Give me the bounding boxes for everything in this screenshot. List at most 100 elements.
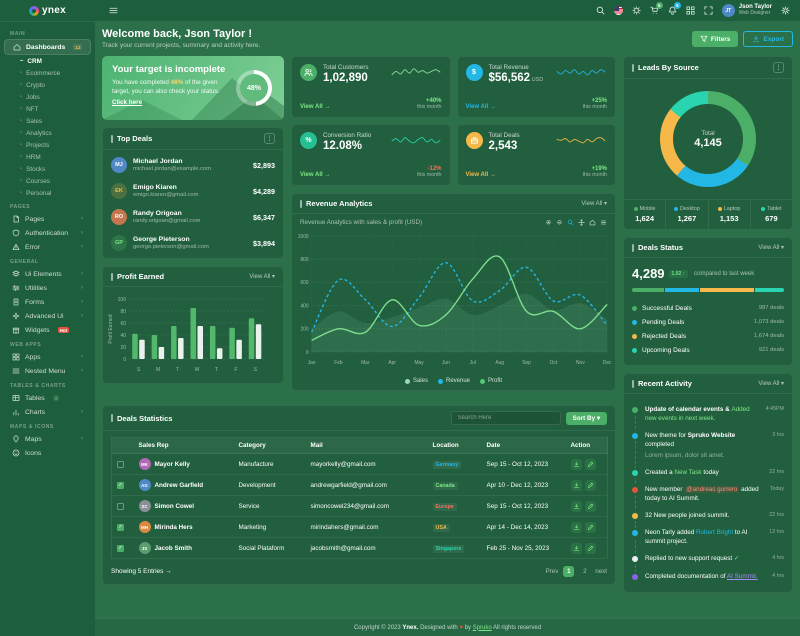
legend-item-sales[interactable]: Sales [404, 378, 428, 384]
top-deal-row[interactable]: GP George Pieterson george.pieterson@gmail… [103, 230, 283, 256]
chart-menu-icon[interactable] [600, 219, 607, 226]
sidebar-subitem-personal[interactable]: ◦ Personal [0, 187, 95, 199]
table-column-header[interactable]: Mail [305, 437, 428, 455]
hamburger-menu-icon[interactable] [109, 6, 118, 15]
sidebar-subitem-courses[interactable]: ◦ Courses [0, 175, 95, 187]
revenue-analytics-view-all[interactable]: View All ▾ [581, 201, 607, 207]
filters-button[interactable]: Filters [691, 31, 739, 47]
download-action-button[interactable] [570, 479, 582, 491]
sidebar-subitem-hrm[interactable]: ◦ HRM [0, 151, 95, 163]
sidebar-subitem-nft[interactable]: ◦ NFT [0, 103, 95, 115]
edit-action-button[interactable] [584, 458, 596, 470]
download-action-button[interactable] [570, 458, 582, 470]
sidebar-item-error[interactable]: Error › [4, 240, 91, 254]
sidebar-item-advanced-ui[interactable]: Advanced Ui › [4, 309, 91, 323]
stat-view-all-link[interactable]: View All → [465, 104, 496, 110]
sidebar-subitem-crypto[interactable]: ◦ Crypto [0, 79, 95, 91]
legend-item-revenue[interactable]: Revenue [437, 378, 470, 384]
sidebar-item-tables[interactable]: Tables 3 [4, 391, 91, 405]
apps-grid-icon[interactable] [686, 6, 695, 15]
sidebar-subitem-stocks[interactable]: ◦ Stocks [0, 163, 95, 175]
top-deal-row[interactable]: EK Emigo Kiaren emigo.kiaren@gmail.com $4,2… [103, 178, 283, 204]
edit-action-button[interactable] [584, 542, 596, 554]
edit-action-button[interactable] [584, 500, 596, 512]
table-column-header[interactable]: Date [481, 437, 566, 455]
table-column-header[interactable]: Sales Rep [133, 437, 234, 455]
activity-item[interactable]: 32 New people joined summit. 22 hrs [632, 507, 784, 524]
fullscreen-icon[interactable] [704, 6, 713, 15]
sidebar-item-apps[interactable]: Apps › [4, 350, 91, 364]
sidebar-item-dashboards[interactable]: Dashboards 12 [4, 39, 91, 55]
home-reset-icon[interactable] [589, 219, 596, 226]
sidebar-item-ui-elements[interactable]: Ui Elements › [4, 267, 91, 281]
sidebar-subitem-crm[interactable]: – CRM [0, 55, 95, 67]
search-icon[interactable] [596, 6, 605, 15]
row-checkbox[interactable]: ✓ [117, 481, 124, 489]
download-action-button[interactable] [570, 521, 582, 533]
row-checkbox[interactable]: ✓ [117, 523, 124, 531]
sidebar-item-charts[interactable]: Charts › [4, 405, 91, 419]
top-deals-more-icon[interactable]: ⋮ [264, 133, 275, 144]
sidebar-item-icons[interactable]: Icons [4, 446, 91, 460]
download-action-button[interactable] [570, 542, 582, 554]
pagination-page-2[interactable]: 2 [583, 568, 587, 576]
sidebar-item-authentication[interactable]: Authentication › [4, 226, 91, 240]
row-checkbox[interactable] [117, 460, 124, 468]
activity-item[interactable]: Created a New Task today 22 hrs [632, 464, 784, 481]
sidebar-subitem-ecommerce[interactable]: ◦ Ecommerce [0, 67, 95, 79]
leads-more-icon[interactable]: ⋮ [773, 62, 784, 73]
download-action-button[interactable] [570, 500, 582, 512]
cart-icon[interactable]: 5 [650, 2, 663, 15]
stat-view-all-link[interactable]: View All → [300, 172, 331, 178]
pagination-prev[interactable]: Prev [545, 568, 559, 576]
sidebar-subitem-projects[interactable]: ◦ Projects [0, 139, 95, 151]
table-column-header[interactable]: Action [565, 437, 608, 455]
stat-view-all-link[interactable]: View All → [465, 172, 496, 178]
notifications-bell-icon[interactable]: 5 [668, 2, 681, 15]
recent-activity-view-all[interactable]: View All ▾ [758, 381, 784, 387]
sidebar-item-label: Forms [25, 298, 45, 306]
zoom-in-icon[interactable] [545, 219, 552, 226]
selection-zoom-icon[interactable] [567, 219, 574, 226]
table-search-input[interactable] [450, 411, 561, 426]
sidebar-subitem-sales[interactable]: ◦ Sales [0, 115, 95, 127]
target-click-here-link[interactable]: Click here [112, 99, 143, 107]
activity-item[interactable]: Neon Tarly added Robert Bright to AI sum… [632, 524, 784, 550]
top-deal-row[interactable]: MJ Michael Jordan michael.jordan@example.c… [103, 152, 283, 178]
user-profile[interactable]: JT Json Taylor Web Designer [721, 4, 772, 17]
sidebar-item-pages[interactable]: Pages › [4, 212, 91, 226]
top-deal-row[interactable]: RO Randy Origoan randy.origoan@gmail.com $6… [103, 204, 283, 230]
legend-item-profit[interactable]: Profit [480, 378, 502, 384]
sidebar-subitem-analytics[interactable]: ◦ Analytics [0, 127, 95, 139]
activity-item[interactable]: Update of calendar events & Added new ev… [632, 401, 784, 427]
sidebar-item-widgets[interactable]: Widgets Hot [4, 323, 91, 337]
activity-item[interactable]: New theme for Spruko Website completed Lo… [632, 427, 784, 463]
activity-item[interactable]: Replied to new support request ✓ 4 hrs [632, 550, 784, 567]
sidebar-item-nested-menu[interactable]: Nested Menu › [4, 364, 91, 378]
deals-status-view-all[interactable]: View All ▾ [758, 245, 784, 251]
row-checkbox[interactable]: ✓ [117, 544, 124, 552]
pagination-page-1[interactable]: 1 [563, 566, 575, 578]
language-flag-icon[interactable] [613, 6, 623, 15]
zoom-out-icon[interactable] [556, 219, 563, 226]
theme-toggle-sun-icon[interactable] [632, 6, 641, 15]
table-column-header[interactable]: Category [233, 437, 306, 455]
sidebar-item-maps[interactable]: Maps › [4, 432, 91, 446]
activity-item[interactable]: Completed documentation of AI Summit. 4 h… [632, 568, 784, 585]
settings-gear-icon[interactable] [781, 6, 790, 15]
sidebar-subitem-jobs[interactable]: ◦ Jobs [0, 91, 95, 103]
app-logo[interactable]: ynex [0, 5, 95, 16]
sort-by-button[interactable]: Sort By ▾ [565, 411, 607, 425]
profit-earned-view-all[interactable]: View All ▾ [249, 274, 275, 280]
edit-action-button[interactable] [584, 479, 596, 491]
row-checkbox[interactable] [117, 502, 124, 510]
sidebar-item-forms[interactable]: Forms › [4, 295, 91, 309]
table-column-header[interactable]: Location [427, 437, 482, 455]
stat-view-all-link[interactable]: View All → [300, 104, 331, 110]
pagination-next[interactable]: next [595, 568, 607, 576]
pan-icon[interactable] [578, 219, 585, 226]
export-button[interactable]: Export [743, 31, 793, 47]
sidebar-item-utilities[interactable]: Utilities › [4, 281, 91, 295]
activity-item[interactable]: New member @andreas gurrero added today … [632, 481, 784, 507]
edit-action-button[interactable] [584, 521, 596, 533]
